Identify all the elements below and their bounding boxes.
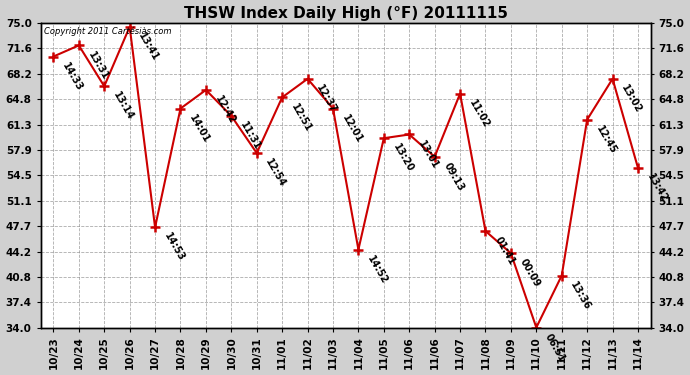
Text: 12:42: 12:42 bbox=[213, 94, 237, 126]
Text: 12:45: 12:45 bbox=[594, 124, 618, 156]
Text: 13:20: 13:20 bbox=[391, 142, 415, 174]
Text: 13:36: 13:36 bbox=[569, 280, 593, 312]
Text: Copyright 2011 Cartésiàs.com: Copyright 2011 Cartésiàs.com bbox=[43, 26, 171, 36]
Text: 12:51: 12:51 bbox=[289, 102, 313, 134]
Text: 14:01: 14:01 bbox=[188, 112, 212, 144]
Text: 00:09: 00:09 bbox=[518, 258, 542, 289]
Text: 13:42: 13:42 bbox=[645, 172, 669, 204]
Text: 11:31: 11:31 bbox=[238, 120, 262, 152]
Text: 13:01: 13:01 bbox=[416, 139, 440, 171]
Text: 14:52: 14:52 bbox=[365, 254, 390, 286]
Text: 09:13: 09:13 bbox=[442, 161, 466, 193]
Text: 11:02: 11:02 bbox=[467, 98, 491, 130]
Text: 12:37: 12:37 bbox=[315, 83, 339, 115]
Text: 01:41: 01:41 bbox=[493, 235, 517, 267]
Text: 13:31: 13:31 bbox=[86, 50, 110, 81]
Text: 12:01: 12:01 bbox=[340, 112, 364, 144]
Text: 12:54: 12:54 bbox=[264, 157, 288, 189]
Text: 14:33: 14:33 bbox=[60, 61, 84, 93]
Text: 14:53: 14:53 bbox=[162, 231, 186, 263]
Title: THSW Index Daily High (°F) 20111115: THSW Index Daily High (°F) 20111115 bbox=[184, 6, 508, 21]
Text: 13:41: 13:41 bbox=[137, 31, 161, 63]
Text: 13:02: 13:02 bbox=[620, 83, 644, 115]
Text: 06:51: 06:51 bbox=[543, 332, 567, 363]
Text: 13:14: 13:14 bbox=[111, 90, 135, 122]
